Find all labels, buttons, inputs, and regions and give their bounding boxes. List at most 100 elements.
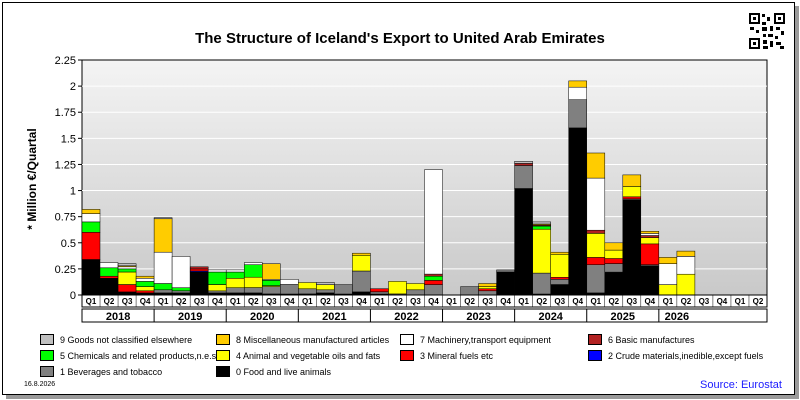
x-tick-label: Q2 — [248, 297, 259, 306]
bar-segment-4 — [117, 271, 137, 285]
bar-stack — [460, 286, 479, 296]
bar-segment-7 — [135, 278, 155, 282]
bar-stack — [388, 281, 407, 296]
bar-segment-8 — [352, 252, 371, 256]
bar-segment-0 — [514, 188, 533, 296]
bar-segment-4 — [532, 228, 551, 274]
bar-stack — [568, 80, 587, 296]
bar-segment-4 — [298, 282, 317, 290]
bar-segment-4 — [406, 283, 425, 291]
bar-segment-5 — [262, 280, 281, 286]
year-label: 2026 — [665, 311, 689, 323]
bar-segment-5 — [135, 281, 155, 287]
bar-segment-0 — [99, 278, 119, 296]
legend-swatch — [588, 350, 602, 361]
legend-label: 1 Beverages and tobacco — [60, 366, 163, 377]
legend-swatch — [216, 350, 230, 361]
x-tick-label: Q2 — [608, 297, 619, 306]
x-tick-label: Q4 — [140, 297, 151, 306]
bar-segment-1 — [532, 272, 551, 295]
bar-segment-1 — [334, 284, 353, 295]
bar-stack — [406, 283, 425, 296]
bar-segment-6 — [424, 273, 443, 277]
bar-stack — [171, 256, 191, 296]
bar-stack — [280, 279, 299, 296]
year-label: 2020 — [250, 311, 274, 323]
bar-segment-1 — [406, 289, 425, 296]
bar-segment-8 — [478, 283, 497, 287]
bar-segment-7 — [117, 266, 137, 270]
x-axis: Q1 Q2 Q3 Q4 Q1 Q2 Q3 Q4 Q1 Q2 Q3 Q4 Q1 Q2 Q3 Q4 Q1 Q2 Q3 Q4… — [81, 294, 768, 323]
bar-stack — [244, 262, 263, 296]
bar-segment-5 — [532, 225, 551, 230]
bar-segment-7 — [568, 86, 587, 100]
bar-stack — [478, 283, 497, 296]
y-tick-label: 1.75 — [55, 107, 76, 119]
bar-stack — [424, 169, 443, 296]
bar-segment-7 — [99, 262, 119, 269]
bar-segment-4 — [478, 286, 497, 289]
bar-segment-8 — [658, 257, 678, 264]
bar-segment-0 — [81, 259, 101, 296]
bar-segment-4 — [640, 237, 660, 245]
bar-segment-1 — [316, 289, 335, 294]
bar-stack — [640, 231, 660, 296]
bar-segment-1 — [171, 290, 191, 294]
bar-segment-3 — [189, 268, 209, 272]
bar-stack — [135, 275, 155, 296]
bar-segment-7 — [280, 279, 299, 285]
bar-segment-5 — [81, 221, 101, 233]
x-tick-label: Q3 — [626, 297, 637, 306]
bar-segment-0 — [568, 127, 587, 296]
legend-item-7: 7 Machinery,transport equipment — [400, 334, 551, 345]
bar-stack — [676, 250, 696, 296]
bar-stack — [81, 209, 101, 296]
y-axis-ticks: 0 0.25 0.5 0.75 1 1.25 1.5 1.75 2 2.25 — [55, 55, 82, 302]
bar-segment-1 — [604, 263, 624, 273]
bar-segment-9 — [316, 282, 335, 285]
bar-segment-7 — [586, 177, 606, 231]
bar-segment-8 — [622, 174, 642, 187]
bar-segment-3 — [370, 288, 389, 293]
year-label: 2021 — [322, 311, 346, 323]
bar-segment-1 — [262, 286, 281, 295]
x-tick-label: Q1 — [518, 297, 529, 306]
bar-segment-1 — [478, 290, 497, 296]
bar-segment-1 — [280, 284, 299, 295]
bar-segment-7 — [225, 269, 245, 273]
y-tick-label: 0.5 — [61, 238, 76, 250]
x-tick-label: Q2 — [176, 297, 187, 306]
year-label: 2024 — [538, 311, 563, 323]
legend-swatch — [216, 366, 230, 377]
x-tick-label: Q3 — [482, 297, 493, 306]
x-tick-label: Q4 — [717, 297, 728, 306]
bar-segment-7 — [658, 263, 678, 285]
x-tick-label: Q3 — [338, 297, 349, 306]
bar-stack — [334, 284, 353, 296]
bar-stack — [496, 269, 515, 296]
bar-segment-1 — [424, 284, 443, 296]
legend-item-9: 9 Goods not classified elsewhere — [40, 334, 192, 345]
bar-stacks — [81, 80, 696, 296]
bar-segment-7 — [171, 256, 191, 288]
y-tick-label: 0.75 — [55, 212, 76, 224]
bar-segment-8 — [640, 231, 660, 234]
bar-segment-3 — [81, 232, 101, 260]
bar-segment-6 — [189, 266, 209, 270]
bar-segment-4 — [550, 254, 569, 278]
bar-segment-3 — [135, 290, 155, 294]
bar-segment-8 — [586, 152, 606, 179]
bar-segment-1 — [370, 291, 389, 295]
bar-stack — [225, 269, 245, 296]
bar-segment-7 — [207, 269, 227, 273]
bar-segment-4 — [207, 284, 227, 292]
x-tick-label: Q2 — [320, 297, 331, 306]
bar-segment-0 — [550, 284, 569, 296]
bar-segment-0 — [189, 271, 209, 296]
x-tick-label: Q2 — [392, 297, 403, 306]
bar-segment-4 — [604, 249, 624, 259]
bar-segment-3 — [622, 196, 642, 200]
legend-item-8: 8 Miscellaneous manufactured articles — [216, 334, 389, 345]
legend-label: 5 Chemicals and related products,n.e.s. — [60, 350, 219, 361]
